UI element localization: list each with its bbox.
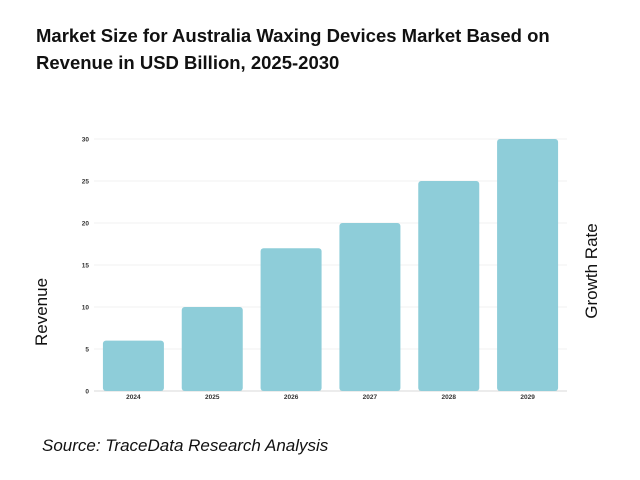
y-tick-label: 0 bbox=[85, 389, 89, 396]
y-tick-label: 15 bbox=[82, 263, 90, 270]
bars bbox=[102, 139, 559, 391]
gridlines bbox=[94, 138, 567, 392]
x-tick-label: 2026 bbox=[284, 394, 299, 401]
x-tick-label: 2028 bbox=[442, 394, 457, 401]
x-tick-label: 2025 bbox=[205, 394, 220, 401]
bar-2028 bbox=[418, 181, 480, 391]
chart-title: Market Size for Australia Waxing Devices… bbox=[36, 25, 550, 73]
bar-2025 bbox=[181, 307, 243, 391]
y-tick-label: 20 bbox=[82, 221, 90, 228]
y-axis-label-right: Growth Rate bbox=[582, 223, 601, 319]
x-tick-label: 2027 bbox=[363, 394, 378, 401]
x-tick-label: 2024 bbox=[126, 394, 141, 401]
source-note: Source: TraceData Research Analysis bbox=[42, 436, 329, 455]
bar-2024 bbox=[102, 340, 164, 391]
bar-2027 bbox=[339, 223, 401, 391]
y-axis-ticks: 0 5 10 15 20 25 30 bbox=[82, 137, 90, 396]
x-axis-ticks: 2024 2025 2026 2027 2028 2029 bbox=[126, 394, 535, 401]
bar-2026 bbox=[260, 248, 322, 391]
bar-2029 bbox=[497, 139, 559, 391]
y-tick-label: 10 bbox=[82, 305, 90, 312]
y-tick-label: 30 bbox=[82, 137, 90, 144]
y-tick-label: 5 bbox=[85, 347, 89, 354]
y-tick-label: 25 bbox=[82, 179, 90, 186]
y-axis-label-left: Revenue bbox=[32, 277, 51, 347]
x-tick-label: 2029 bbox=[520, 394, 535, 401]
